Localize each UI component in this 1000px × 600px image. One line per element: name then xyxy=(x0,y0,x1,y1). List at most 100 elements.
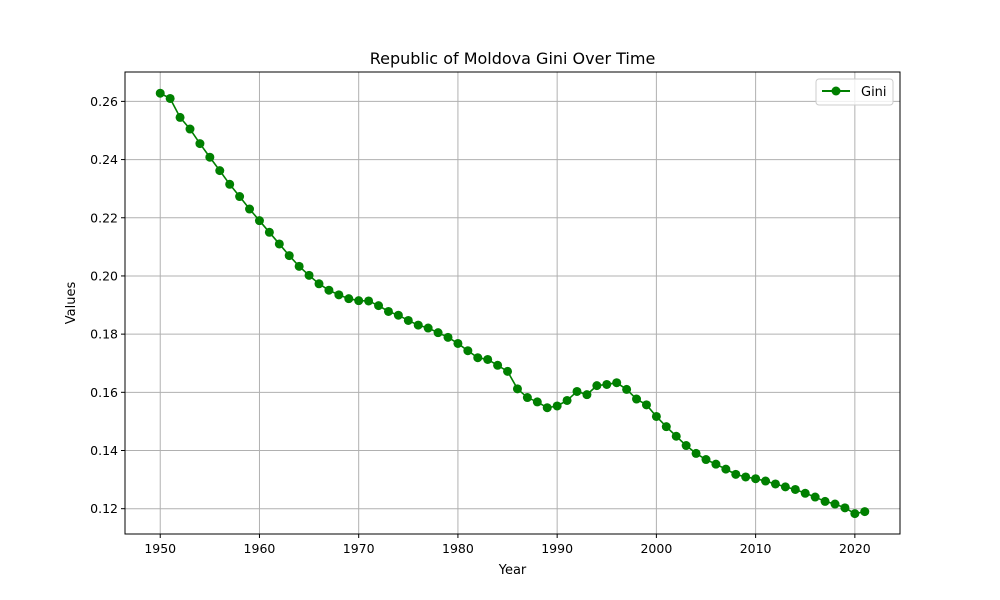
data-point xyxy=(681,441,691,451)
data-point xyxy=(215,166,225,176)
data-point xyxy=(185,124,195,134)
data-point xyxy=(294,261,304,271)
x-tick-label: 2010 xyxy=(740,541,772,556)
chart-title: Republic of Moldova Gini Over Time xyxy=(370,49,656,68)
data-point xyxy=(622,384,632,394)
series-layer xyxy=(155,88,870,519)
data-point xyxy=(751,474,761,484)
data-point xyxy=(741,472,751,482)
data-point xyxy=(612,378,622,388)
x-axis-label: Year xyxy=(498,563,527,578)
data-point xyxy=(790,484,800,494)
data-point xyxy=(314,279,324,289)
data-point xyxy=(195,139,205,149)
data-point xyxy=(711,459,721,469)
data-point xyxy=(780,482,790,492)
data-point xyxy=(761,476,771,486)
data-point xyxy=(254,216,264,226)
data-point xyxy=(334,290,344,300)
data-point xyxy=(493,360,503,370)
x-tick-label: 2000 xyxy=(640,541,672,556)
data-point xyxy=(820,496,830,506)
data-point xyxy=(641,400,651,410)
data-point xyxy=(433,328,443,338)
data-point xyxy=(284,251,294,261)
data-point xyxy=(443,332,453,342)
data-point xyxy=(542,403,552,413)
data-point xyxy=(245,204,255,214)
data-point xyxy=(850,509,860,519)
data-point xyxy=(522,393,532,403)
data-point xyxy=(651,411,661,421)
x-tick-label: 1960 xyxy=(244,541,276,556)
data-point xyxy=(671,431,681,441)
data-point xyxy=(503,366,513,376)
y-axis-label: Values xyxy=(64,282,79,325)
legend-box xyxy=(815,78,894,106)
x-tick-label: 1990 xyxy=(541,541,573,556)
data-point xyxy=(721,464,731,474)
data-point xyxy=(205,152,215,162)
data-point xyxy=(512,384,522,394)
legend-marker-swatch xyxy=(831,86,841,96)
data-point xyxy=(473,353,483,363)
data-point xyxy=(840,503,850,513)
data-point xyxy=(453,338,463,348)
data-point xyxy=(235,192,245,202)
data-point xyxy=(264,227,274,237)
y-tick-label: 0.12 xyxy=(90,501,118,516)
plot-frame xyxy=(124,71,901,535)
data-point xyxy=(393,310,403,320)
data-point xyxy=(374,301,384,311)
data-point xyxy=(800,488,810,498)
x-tick-label: 1950 xyxy=(144,541,176,556)
data-point xyxy=(592,381,602,391)
data-point xyxy=(423,323,433,333)
y-tick-label: 0.20 xyxy=(90,268,118,283)
data-point xyxy=(274,239,284,249)
data-point xyxy=(225,179,235,189)
data-point xyxy=(324,285,334,295)
data-point xyxy=(661,422,671,432)
data-point xyxy=(602,379,612,389)
data-point xyxy=(562,395,572,405)
y-tick-label: 0.16 xyxy=(90,385,118,400)
data-point xyxy=(532,397,542,407)
data-point xyxy=(364,296,374,306)
data-point xyxy=(344,294,354,304)
x-tick-label: 2020 xyxy=(839,541,871,556)
data-point xyxy=(483,354,493,364)
data-point xyxy=(701,455,711,465)
x-tick-label: 1980 xyxy=(442,541,474,556)
y-tick-label: 0.22 xyxy=(90,210,118,225)
data-point xyxy=(165,93,175,103)
data-point xyxy=(403,315,413,325)
data-point xyxy=(572,386,582,396)
data-point xyxy=(413,320,423,330)
data-point xyxy=(354,296,364,306)
data-point xyxy=(770,479,780,489)
data-point xyxy=(731,469,741,479)
data-point xyxy=(463,346,473,356)
data-point xyxy=(691,448,701,458)
y-tick-label: 0.26 xyxy=(90,94,118,109)
data-point xyxy=(582,390,592,400)
y-tick-label: 0.24 xyxy=(90,152,118,167)
grid-lines xyxy=(125,72,900,534)
y-tick-label: 0.18 xyxy=(90,327,118,342)
data-point xyxy=(175,112,185,122)
x-tick-label: 1970 xyxy=(343,541,375,556)
data-point xyxy=(810,492,820,502)
data-point xyxy=(632,394,642,404)
axis-ticks: 1950 1960 1970 1980 1990 2000 2010 2020 0.12 0.14… xyxy=(90,94,871,556)
data-point xyxy=(830,499,840,509)
data-point xyxy=(552,401,562,411)
data-point xyxy=(860,507,870,517)
legend: Gini xyxy=(815,78,894,106)
data-point xyxy=(304,270,314,280)
legend-label-gini: Gini xyxy=(861,85,887,100)
data-point xyxy=(383,306,393,316)
y-tick-label: 0.14 xyxy=(90,443,118,458)
data-point xyxy=(155,88,165,98)
